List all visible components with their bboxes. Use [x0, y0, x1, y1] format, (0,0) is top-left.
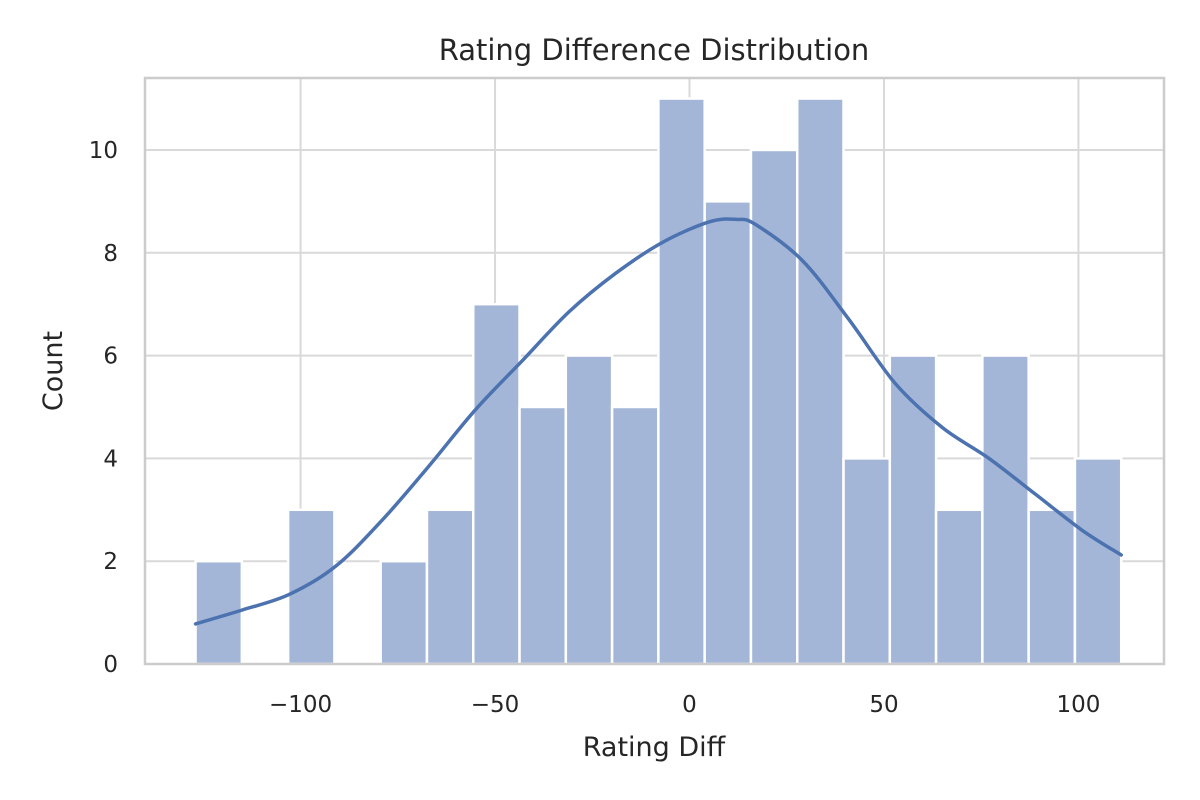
histogram-bar [425, 508, 475, 666]
y-tick-label: 10 [89, 138, 118, 164]
chart-title: Rating Difference Distribution [439, 33, 870, 67]
histogram-bar [472, 302, 521, 666]
histogram-bar [657, 97, 706, 666]
histogram-bar [1073, 457, 1123, 666]
histogram-bar [379, 559, 429, 666]
x-tick-label: −50 [471, 692, 520, 718]
histogram-bar [795, 97, 845, 666]
histogram-bar [934, 508, 984, 666]
y-tick-label: 4 [103, 446, 118, 472]
kde-curve-layer [193, 217, 1123, 626]
histogram-bar [703, 200, 753, 666]
y-tick-label: 2 [103, 549, 118, 575]
histogram-bar [610, 405, 660, 666]
y-axis-label: Count [38, 331, 69, 411]
x-tick-label: 0 [682, 692, 697, 718]
x-tick-label: 50 [869, 692, 898, 718]
plot-frame [143, 76, 1166, 666]
histogram-bar [842, 457, 892, 666]
kde-line [193, 217, 1123, 626]
y-tick-label: 6 [103, 344, 118, 370]
histogram-bar [1027, 508, 1077, 666]
x-tick-label: 100 [1056, 692, 1100, 718]
histogram-bar [564, 354, 614, 666]
y-tick-label: 0 [103, 652, 118, 678]
y-tick-label: 8 [103, 241, 118, 267]
histogram-bar [286, 508, 336, 666]
x-tick-label: −100 [269, 692, 332, 718]
histogram-bar [518, 405, 568, 666]
x-tick-labels: −100 −50 0 50 100 [269, 692, 1100, 718]
x-axis-label: Rating Diff [583, 732, 727, 763]
histogram-bars [194, 97, 1123, 666]
histogram-bar [981, 354, 1030, 666]
y-tick-labels: 0 2 4 6 8 10 [89, 138, 118, 678]
